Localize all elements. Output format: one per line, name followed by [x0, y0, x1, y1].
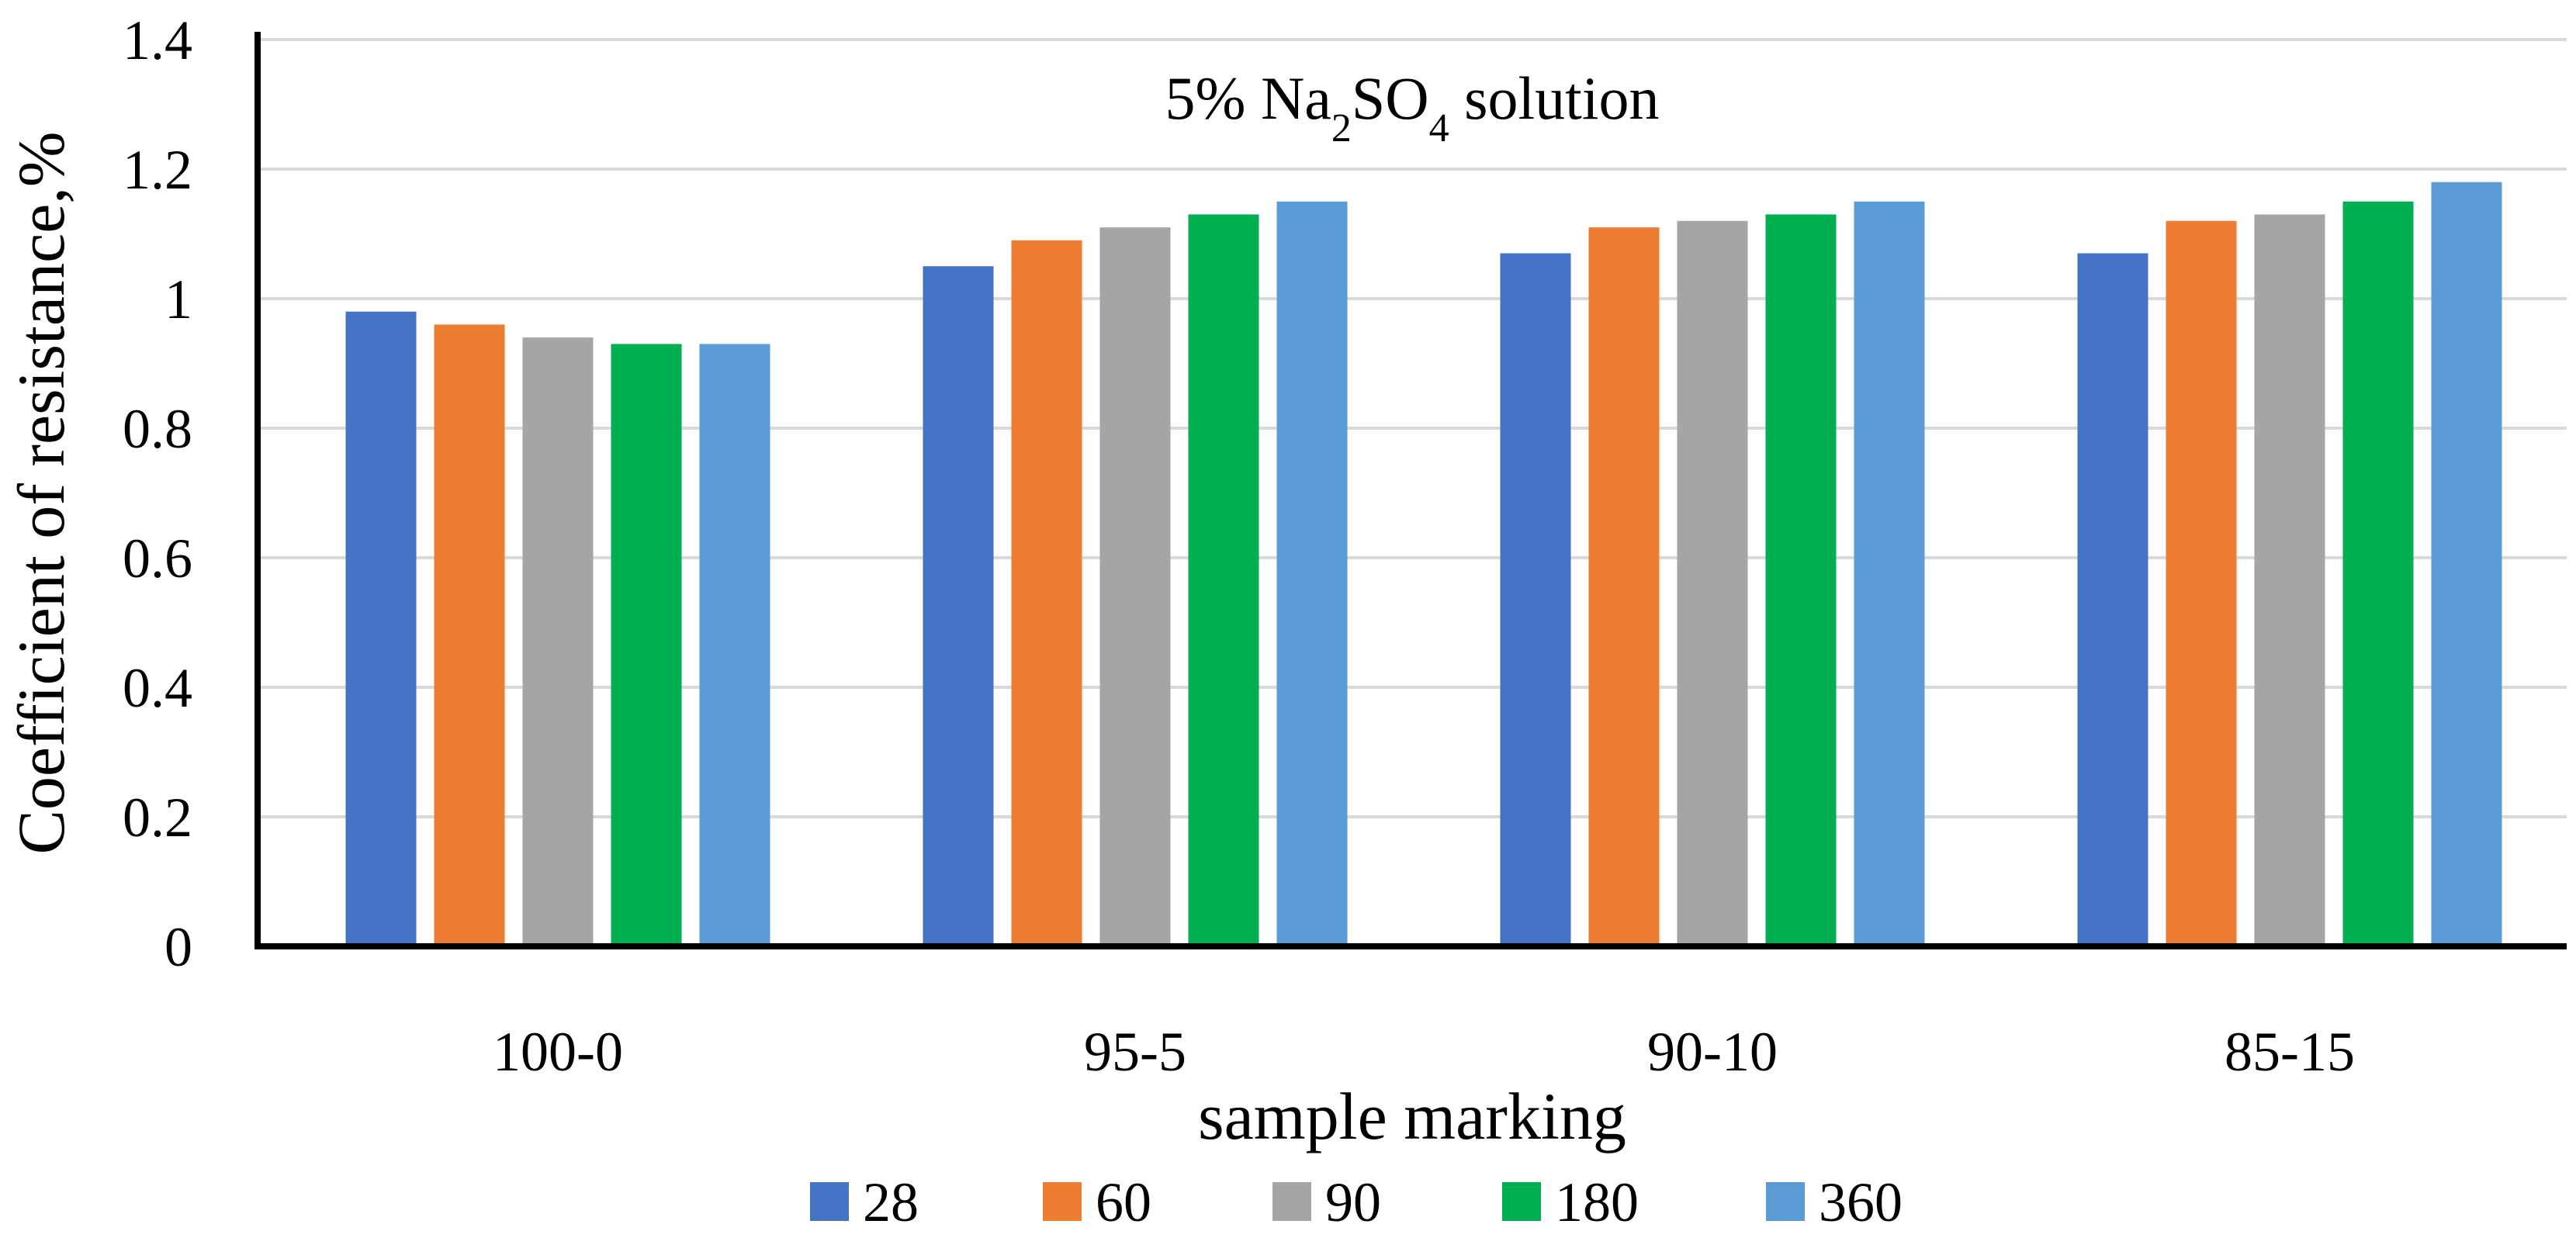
legend-label-28: 28 [863, 1171, 919, 1233]
bar-180-85-15 [2342, 201, 2414, 946]
legend-label-180: 180 [1555, 1171, 1639, 1233]
chart-title-part: 5% Na [1165, 64, 1331, 132]
legend-swatch-90 [1272, 1182, 1311, 1221]
y-tick-label: 0.2 [123, 787, 192, 849]
legend-swatch-28 [810, 1182, 849, 1221]
legend-label-60: 60 [1096, 1171, 1151, 1233]
chart-title: 5% Na2SO4 solution [1165, 64, 1659, 150]
y-tick-label: 0.8 [123, 398, 192, 460]
bar-60-95-5 [1011, 240, 1082, 947]
bar-180-100-0 [611, 344, 682, 946]
bar-90-85-15 [2254, 214, 2325, 946]
x-tick-label: 90-10 [1647, 1021, 1778, 1083]
bar-90-90-10 [1677, 220, 1748, 946]
bar-90-95-5 [1099, 227, 1171, 946]
x-tick-label: 95-5 [1084, 1021, 1186, 1083]
bars: 100-0 95-5 90-10 85-15 [345, 182, 2502, 1083]
legend: 28 60 90 180 360 [810, 1171, 1903, 1233]
y-tick-labels: 0 0.2 0.4 0.6 0.8 1 1.2 1.4 [123, 9, 192, 978]
bar-180-95-5 [1188, 214, 1259, 946]
y-tick-label: 0.4 [123, 657, 192, 719]
bar-180-90-10 [1765, 214, 1837, 946]
bar-360-100-0 [699, 344, 770, 946]
bar-360-85-15 [2431, 182, 2502, 946]
y-tick-label: 1.2 [123, 139, 192, 201]
chart-title-part: SO [1352, 64, 1429, 132]
bar-60-100-0 [434, 324, 505, 946]
x-axis-title: sample marking [1198, 1079, 1626, 1153]
y-tick-label: 0.6 [123, 527, 192, 590]
bar-90-100-0 [522, 337, 594, 947]
y-axis-title: Coefficient of resistance,% [4, 131, 78, 854]
legend-swatch-360 [1766, 1182, 1805, 1221]
y-tick-label: 1 [164, 268, 192, 330]
x-tick-label: 100-0 [493, 1021, 623, 1083]
bar-28-95-5 [923, 266, 994, 946]
bar-28-85-15 [2077, 253, 2148, 946]
bar-360-95-5 [1276, 201, 1348, 946]
chart-title-part: solution [1449, 64, 1660, 132]
chart-title-part: 4 [1429, 106, 1449, 150]
bar-28-90-10 [1500, 253, 1571, 946]
legend-label-360: 360 [1819, 1171, 1903, 1233]
chart-title-part: 2 [1331, 106, 1352, 150]
y-tick-label: 1.4 [123, 9, 192, 71]
legend-swatch-60 [1043, 1182, 1082, 1221]
legend-swatch-180 [1502, 1182, 1541, 1221]
bar-60-85-15 [2166, 220, 2237, 946]
y-tick-label: 0 [164, 916, 192, 978]
bar-60-90-10 [1588, 227, 1660, 946]
bar-360-90-10 [1854, 201, 1925, 946]
bar-28-100-0 [345, 311, 417, 946]
legend-label-90: 90 [1325, 1171, 1381, 1233]
x-tick-label: 85-15 [2225, 1021, 2355, 1083]
